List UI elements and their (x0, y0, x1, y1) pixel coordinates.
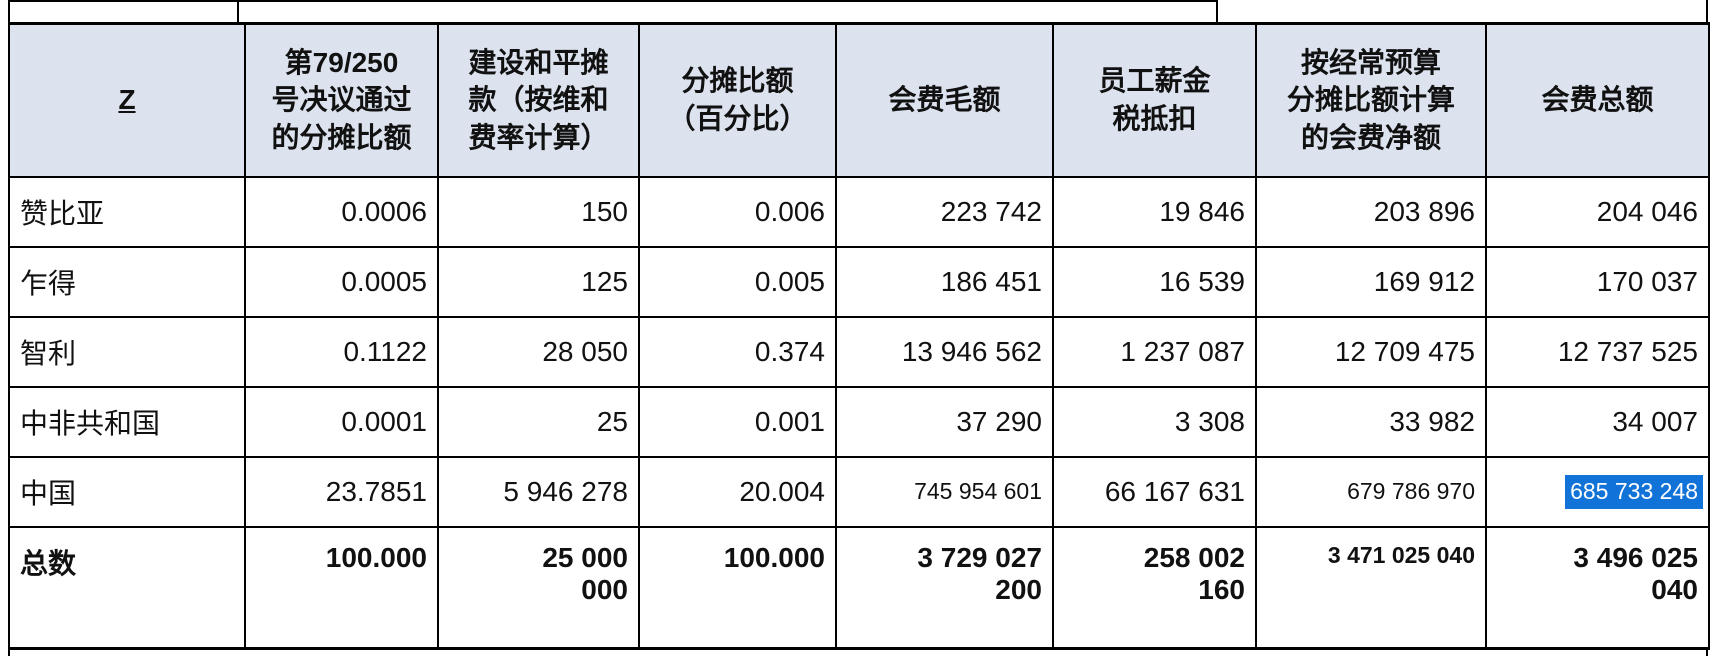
table-row: 智利 0.1122 28 050 0.374 13 946 562 1 237 087 12… (8, 315, 1710, 388)
table-cell: 679 786 970 (1255, 455, 1487, 528)
table-row: 赞比亚 0.0006 150 0.006 223 742 19 846 203 896 204… (8, 175, 1710, 248)
table-border-line (1216, 0, 1218, 22)
table-border-line (1706, 650, 1708, 656)
table-border-line (8, 650, 10, 656)
table-cell: 33 982 (1255, 385, 1487, 458)
table-cell: 12 709 475 (1255, 315, 1487, 388)
table-cell: 203 896 (1255, 175, 1487, 248)
table-cell: 186 451 (835, 245, 1054, 318)
table-cell: 204 046 (1485, 175, 1710, 248)
table-cell: 3 308 (1052, 385, 1257, 458)
table-border-line (8, 0, 1216, 2)
column-header: 按经常预算 分摊比额计算 的会费净额 (1255, 22, 1487, 178)
table-cell: 20.004 (638, 455, 837, 528)
table-cell: 169 912 (1255, 245, 1487, 318)
column-header: 会费毛额 (835, 22, 1054, 178)
table-cell: 0.1122 (244, 315, 439, 388)
row-label: 乍得 (8, 245, 246, 318)
table-cell: 0.006 (638, 175, 837, 248)
table-cell: 745 954 601 (835, 455, 1054, 528)
table-cell: 3 496 025 040 (1485, 525, 1710, 650)
column-header: 第79/250 号决议通过 的分摊比额 (244, 22, 439, 178)
assessment-table-wrap: Z 第79/250 号决议通过 的分摊比额 建设和平摊 款（按维和 费率计算） 分摊比… (8, 22, 1710, 650)
row-label: 赞比亚 (8, 175, 246, 248)
table-cell: 258 002 160 (1052, 525, 1257, 650)
table-cell: 0.001 (638, 385, 837, 458)
table-cell: 37 290 (835, 385, 1054, 458)
table-cell: 66 167 631 (1052, 455, 1257, 528)
table-row: 中国 23.7851 5 946 278 20.004 745 954 601 66 16… (8, 455, 1710, 528)
table-header-row: Z 第79/250 号决议通过 的分摊比额 建设和平摊 款（按维和 费率计算） 分摊比… (8, 22, 1710, 178)
table-cell: 28 050 (437, 315, 640, 388)
table-cell: 150 (437, 175, 640, 248)
column-header: Z (8, 22, 246, 178)
table-cell: 19 846 (1052, 175, 1257, 248)
row-label: 中非共和国 (8, 385, 246, 458)
table-cell: 23.7851 (244, 455, 439, 528)
row-label: 总数 (8, 525, 246, 650)
row-label: 智利 (8, 315, 246, 388)
table-border-line (237, 0, 239, 22)
table-cell: 100.000 (244, 525, 439, 650)
table-cell: 25 (437, 385, 640, 458)
table-cell: 125 (437, 245, 640, 318)
table-border-line (8, 0, 10, 22)
previous-row-fragment (8, 0, 1708, 22)
column-header: 会费总额 (1485, 22, 1710, 178)
text-selection[interactable]: 685 733 248 (1565, 474, 1703, 509)
table-cell: 16 539 (1052, 245, 1257, 318)
row-label: 中国 (8, 455, 246, 528)
table-cell: 0.0006 (244, 175, 439, 248)
table-border-line (1706, 0, 1708, 22)
total-row: 总数 100.000 25 000 000 100.000 3 729 027 200 2… (8, 525, 1710, 650)
table-cell: 13 946 562 (835, 315, 1054, 388)
table-cell: 34 007 (1485, 385, 1710, 458)
table-cell: 685 733 248 (1485, 455, 1710, 528)
table-cell: 0.0001 (244, 385, 439, 458)
table-cell: 12 737 525 (1485, 315, 1710, 388)
table-cell: 5 946 278 (437, 455, 640, 528)
column-header: 建设和平摊 款（按维和 费率计算） (437, 22, 640, 178)
table-cell: 3 729 027 200 (835, 525, 1054, 650)
table-cell: 170 037 (1485, 245, 1710, 318)
table-cell: 100.000 (638, 525, 837, 650)
table-cell: 223 742 (835, 175, 1054, 248)
column-header: 员工薪金 税抵扣 (1052, 22, 1257, 178)
table-cell: 0.374 (638, 315, 837, 388)
table-cell: 3 471 025 040 (1255, 525, 1487, 650)
table-cell: 1 237 087 (1052, 315, 1257, 388)
table-cell: 0.005 (638, 245, 837, 318)
column-header: 分摊比额 （百分比） (638, 22, 837, 178)
next-row-fragment (8, 650, 1708, 656)
table-row: 中非共和国 0.0001 25 0.001 37 290 3 308 33 982 34 00… (8, 385, 1710, 458)
table-cell: 0.0005 (244, 245, 439, 318)
table-row: 乍得 0.0005 125 0.005 186 451 16 539 169 912 170 … (8, 245, 1710, 318)
table-cell: 25 000 000 (437, 525, 640, 650)
assessment-table: Z 第79/250 号决议通过 的分摊比额 建设和平摊 款（按维和 费率计算） 分摊比… (8, 22, 1710, 650)
